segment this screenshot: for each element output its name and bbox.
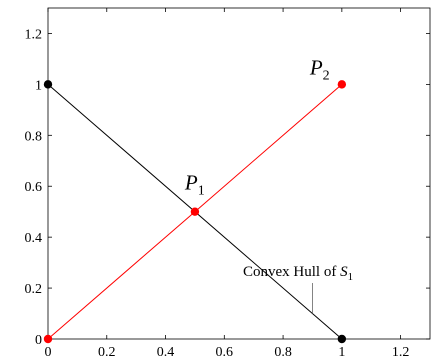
x-tick-label: 0.6 [216,345,234,360]
chart-annotations: P1 P2 Convex Hull of S1 [184,55,353,314]
y-tick-label: 0.6 [25,180,43,195]
x-tick-label: 0.2 [98,345,116,360]
y-tick-label: 0.8 [25,129,43,144]
y-tick-label: 1.2 [25,27,43,42]
chart-axes [47,7,431,340]
series-1-point-0 [43,334,53,344]
y-tick-label: 0 [35,333,42,348]
x-tick-label: 0.8 [274,345,292,360]
chart-points [43,80,347,344]
series-0-point-0 [43,80,53,89]
x-tick-label: 1 [338,345,345,360]
y-tick-label: 1 [35,78,42,93]
x-tick-label: 1.2 [392,345,410,360]
y-tick-label: 0.2 [25,282,43,297]
point-label-p1: P1 [184,171,205,199]
series-1-point-2 [337,80,347,89]
series-0-point-1 [337,334,347,344]
plot-frame [47,7,431,340]
x-tick-label: 0.4 [157,345,175,360]
convex-hull-label: Convex Hull of S1 [243,264,353,283]
y-tick-label: 0.4 [25,231,43,246]
x-tick-label: 0 [45,345,52,360]
point-label-p2: P2 [309,55,330,83]
series-1-point-1 [190,207,200,216]
chart-ticks: 0 0.2 0.4 0.6 0.8 1 1.2 0 0.2 0.4 0.6 0.8 1 1.2 [25,8,430,360]
